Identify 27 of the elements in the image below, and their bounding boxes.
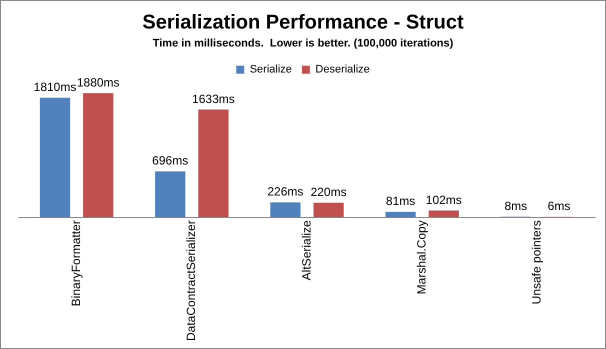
data-label: 6ms [548, 199, 570, 214]
bar [83, 93, 114, 218]
bar [428, 210, 459, 218]
bar [198, 109, 229, 218]
bar [313, 202, 344, 218]
data-label: 81ms [386, 194, 416, 208]
chart-title: Serialization Performance - Struct [142, 12, 464, 34]
legend-label: Serialize [250, 64, 292, 76]
x-tick-label: Unsafe pointers [530, 220, 544, 304]
data-label: 1633ms [192, 92, 235, 106]
data-label: 226ms [267, 184, 304, 199]
data-label: 1880ms [76, 75, 120, 90]
data-label: 1810ms [34, 80, 76, 94]
x-tick-label: BinaryFormatter [68, 220, 83, 306]
x-tick-label: AltSerialize [299, 220, 314, 280]
chart-subtitle: Time in milliseconds. Lower is better. (100,000 iterations) [152, 38, 454, 50]
data-label: 8ms [504, 199, 528, 214]
bar [40, 98, 70, 218]
data-label: 220ms [310, 185, 347, 200]
data-label: 102ms [426, 192, 462, 207]
x-tick-label: DataContractSerializer [184, 220, 198, 342]
x-tick-label: Marshal.Copy [414, 220, 429, 294]
bar [155, 171, 186, 218]
data-label: 696ms [152, 154, 188, 168]
bar [270, 202, 301, 218]
legend-label: Deserialize [315, 64, 370, 76]
bar [385, 212, 416, 218]
